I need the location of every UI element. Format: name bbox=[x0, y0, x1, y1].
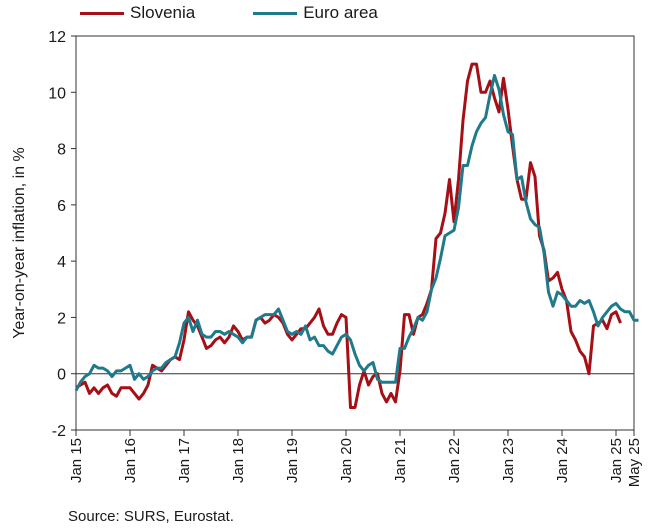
y-tick-label: -2 bbox=[52, 423, 66, 440]
x-tick-label: Jan 25 bbox=[608, 438, 625, 483]
x-tick-label: Jan 21 bbox=[392, 438, 409, 483]
x-tick-label: Jan 18 bbox=[230, 438, 247, 483]
legend-item-euro-area: Euro area bbox=[253, 3, 378, 23]
y-tick-label: 12 bbox=[48, 29, 66, 46]
y-tick-label: 4 bbox=[57, 254, 66, 271]
legend: Slovenia Euro area bbox=[80, 0, 436, 26]
x-tick-label: Jan 17 bbox=[176, 438, 193, 483]
y-tick-label: 8 bbox=[57, 142, 66, 159]
legend-label-slovenia: Slovenia bbox=[130, 3, 196, 22]
x-tick-label: Jan 16 bbox=[122, 438, 139, 483]
series-line-slovenia bbox=[75, 62, 622, 409]
y-tick-label: 10 bbox=[48, 85, 66, 102]
x-tick-label: Jan 19 bbox=[284, 438, 301, 483]
legend-item-slovenia: Slovenia bbox=[80, 3, 195, 23]
x-tick-label: Jan 22 bbox=[446, 438, 463, 483]
x-tick-label: May 25 bbox=[626, 438, 643, 487]
legend-swatch-slovenia bbox=[80, 11, 124, 15]
x-tick-label: Jan 23 bbox=[500, 438, 517, 483]
legend-swatch-euro-area bbox=[253, 11, 298, 15]
y-tick-label: 0 bbox=[57, 367, 66, 384]
y-tick-label: 2 bbox=[57, 310, 66, 327]
legend-label-euro-area: Euro area bbox=[303, 3, 378, 22]
x-tick-label: Jan 24 bbox=[554, 438, 571, 483]
y-tick-label: 6 bbox=[57, 198, 66, 215]
x-tick-label: Jan 15 bbox=[68, 438, 85, 483]
x-tick-label: Jan 20 bbox=[338, 438, 355, 483]
series-line-euro-area bbox=[74, 73, 639, 392]
source-note: Source: SURS, Eurostat. bbox=[68, 508, 234, 525]
plot-frame bbox=[75, 35, 635, 431]
